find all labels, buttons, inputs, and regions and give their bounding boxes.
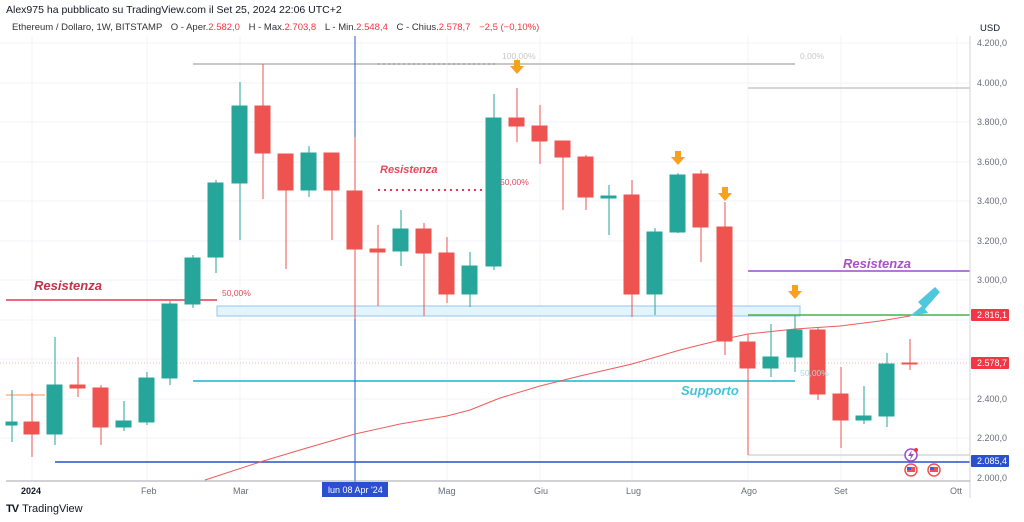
open-value: 2.582,0: [208, 22, 240, 33]
high-value: 2.703,8: [284, 22, 317, 33]
close-label: C - Chius.: [396, 22, 439, 33]
price-axis: 4.200,0 4.000,0 3.800,0 3.600,0 3.400,0 …: [977, 38, 1007, 483]
symbol-legend: Ethereum / Dollaro, 1W, BITSTAMP O - Ape…: [12, 22, 539, 33]
time-tick: Giu: [534, 486, 548, 496]
resistenza-left-label: Resistenza: [34, 278, 102, 293]
us-flag-event-icon: [927, 463, 941, 477]
arrow-down-icon: [718, 187, 732, 201]
fib-100-label: 100,00%: [502, 51, 536, 61]
currency-badge[interactable]: USD: [976, 22, 1005, 35]
grid: [0, 36, 970, 480]
time-tick: Lug: [626, 486, 641, 496]
support-price-label: 2.085,4: [977, 456, 1007, 466]
tradingview-logo-icon: TV: [6, 503, 19, 515]
price-tick: 4.200,0: [977, 38, 1007, 48]
price-tick: 3.400,0: [977, 196, 1007, 206]
lightning-event-icon: [904, 448, 918, 462]
fib-50-label-c: 50,00%: [800, 368, 829, 378]
time-axis: 2024 Feb Mar Mag Giu Lug Ago Set Ott: [21, 486, 963, 496]
price-tick: 2.400,0: [977, 394, 1007, 404]
price-tick: 4.000,0: [977, 78, 1007, 88]
zone-rectangle: [216, 305, 801, 317]
time-tick: Feb: [141, 486, 157, 496]
cyan-arrow-icon: [910, 287, 940, 316]
supporto-label: Supporto: [681, 383, 739, 398]
brand-label: TradingView: [22, 503, 83, 515]
crosshair-date-label: lun 08 Apr '24: [328, 485, 383, 495]
price-tick: 2.000,0: [977, 473, 1007, 483]
fib-50-label-b: 50,00%: [500, 177, 529, 187]
arrow-down-icon: [788, 285, 802, 299]
fib-0-label: 0,00%: [800, 51, 825, 61]
change-value: −2,5 (−0,10%): [479, 22, 540, 33]
price-tick: 3.000,0: [977, 275, 1007, 285]
resistenza-right-label: Resistenza: [843, 256, 911, 271]
low-value: 2.548,4: [356, 22, 388, 33]
published-by-text: Alex975 ha pubblicato su TradingView.com…: [6, 4, 342, 16]
fib-50-label-a: 50,00%: [222, 288, 251, 298]
arrow-down-icon: [510, 60, 524, 74]
moving-average-line: [204, 315, 911, 481]
tradingview-brand[interactable]: TV TradingView: [6, 503, 83, 515]
price-tick: 3.200,0: [977, 236, 1007, 246]
price-tick: 2.200,0: [977, 433, 1007, 443]
open-label: O - Aper.: [170, 22, 209, 33]
us-flag-event-icon: [904, 463, 918, 477]
time-tick: Ott: [950, 486, 963, 496]
resistenza-mid-label: Resistenza: [380, 164, 437, 176]
symbol-title[interactable]: Ethereum / Dollaro, 1W, BITSTAMP: [12, 22, 163, 33]
time-tick: 2024: [21, 486, 41, 496]
time-tick: Mar: [233, 486, 249, 496]
time-tick: Ago: [741, 486, 757, 496]
arrow-down-icons: [510, 60, 802, 299]
arrow-down-icon: [671, 151, 685, 165]
time-tick: Mag: [438, 486, 456, 496]
time-tick: Set: [834, 486, 848, 496]
price-tick: 3.800,0: [977, 117, 1007, 127]
candles: [5, 64, 918, 457]
close-value: 2.578,7: [438, 22, 471, 33]
last-price-label: 2.578,7: [977, 358, 1007, 368]
low-label: L - Min.: [324, 22, 357, 33]
high-label: H - Max.: [248, 22, 285, 33]
resistance-price-label: 2.816,1: [977, 310, 1007, 320]
price-tick: 3.600,0: [977, 157, 1007, 167]
